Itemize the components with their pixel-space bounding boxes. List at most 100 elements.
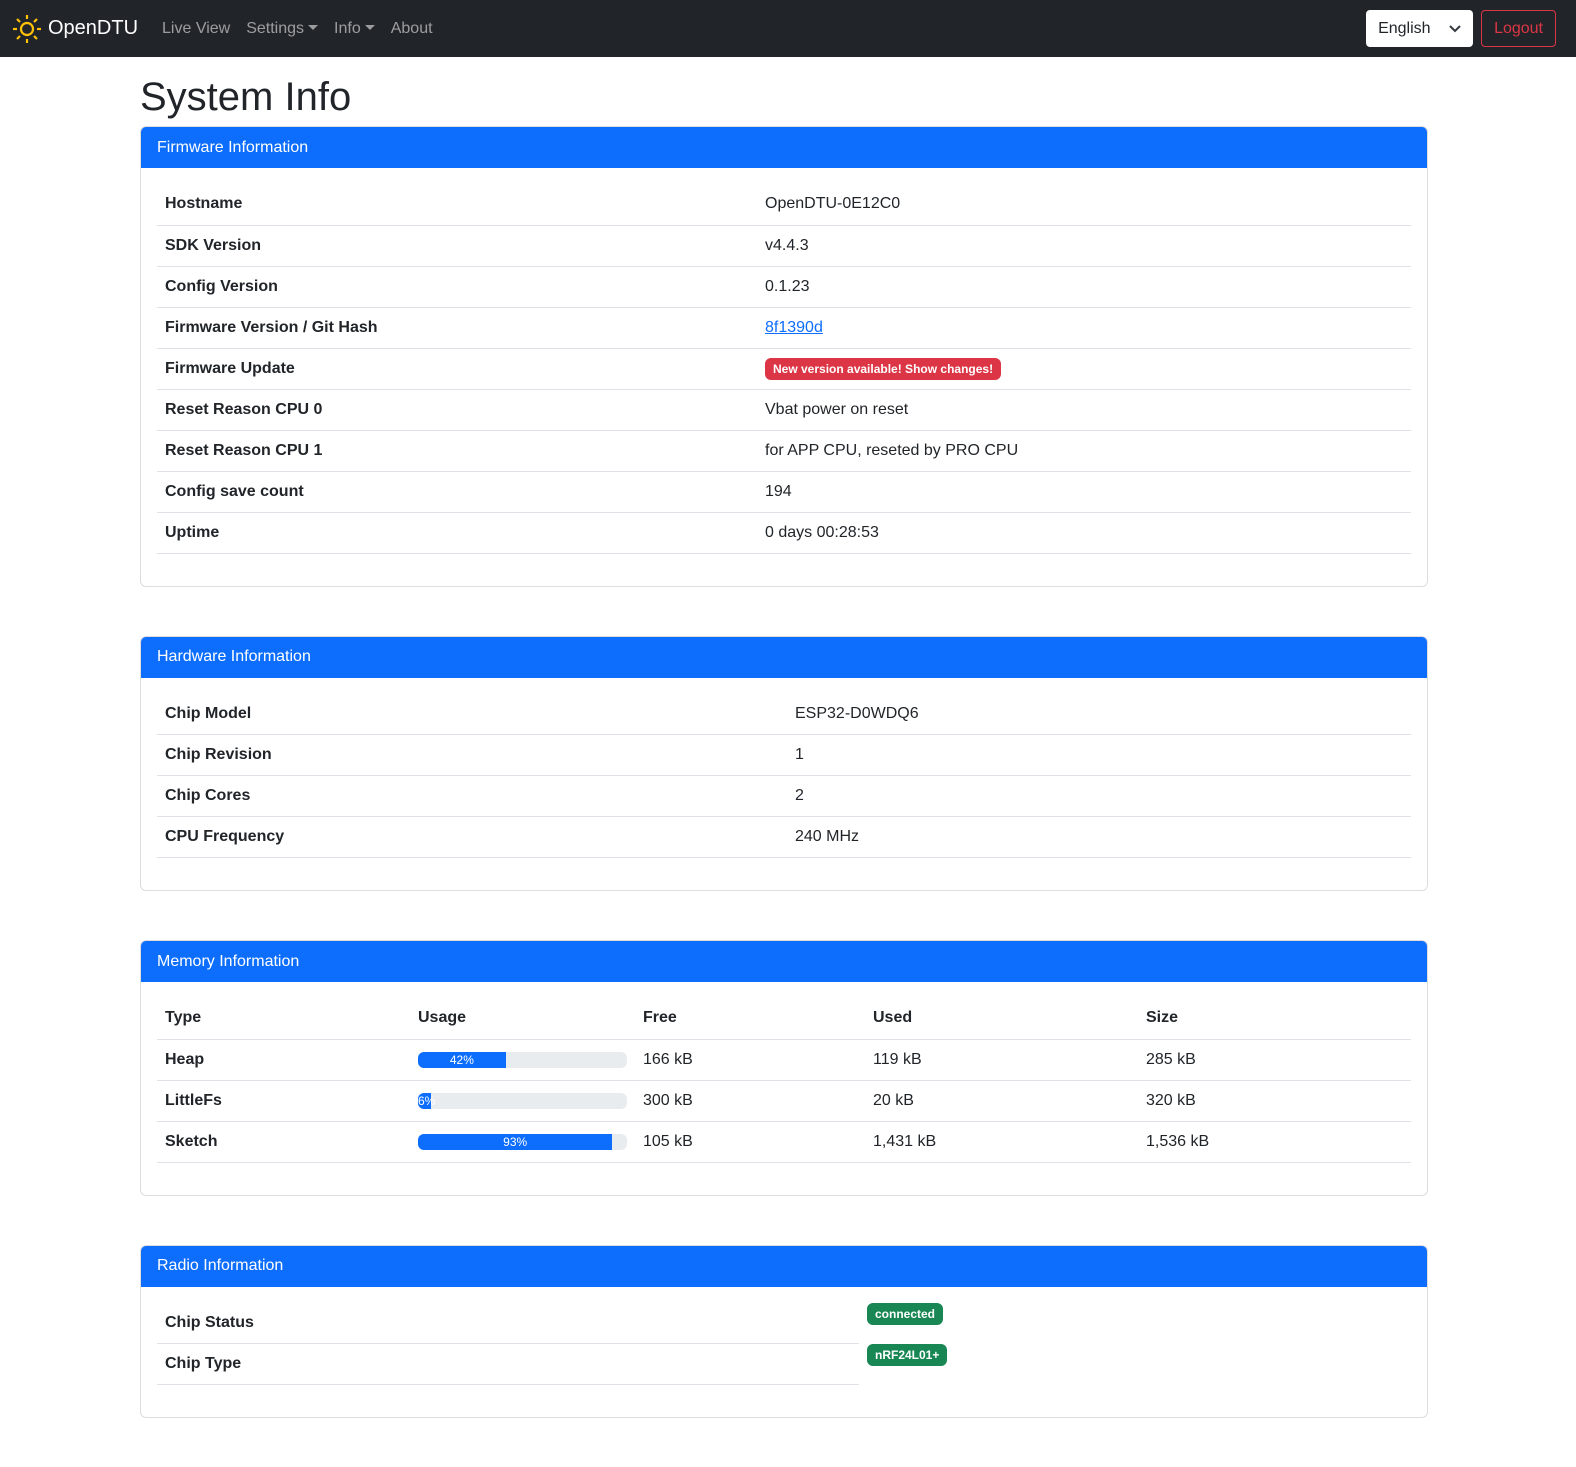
value-text: ESP32-D0WDQ6 [795,704,919,722]
row-value: 8f1390d [757,307,1411,349]
row-value: ESP32-D0WDQ6 [787,693,1411,735]
value-text: 194 [765,482,792,500]
memory-row: Heap 42% 166 kB 119 kB 285 kB [157,1039,1411,1081]
row-label: Chip Status [157,1302,859,1344]
row-label: SDK Version [157,225,757,267]
caret-down-icon [364,24,375,30]
value-text: OpenDTU-0E12C0 [765,195,901,213]
firmware-card: Firmware Information Hostname OpenDTU-0E1… [140,126,1428,587]
table-row: Config Version 0.1.23 [157,266,1411,308]
row-value: 194 [757,471,1411,513]
chip-status-badge: connected [867,1302,944,1325]
memory-type: LittleFs [157,1080,410,1122]
memory-row: LittleFs 6% 300 kB 20 kB 320 kB [157,1080,1411,1122]
nav-live-view[interactable]: Live View [162,19,231,37]
row-label: Uptime [157,512,757,554]
column-header: Type [157,998,410,1040]
row-label: Chip Revision [157,734,787,776]
language-value: English [1378,19,1431,37]
memory-used: 1,431 kB [865,1121,1138,1163]
column-header: Used [865,998,1138,1040]
radio-card: Radio Information Chip Status connected Ch… [140,1244,1428,1418]
table-row: SDK Version v4.4.3 [157,225,1411,267]
row-label: Chip Model [157,693,787,735]
card-header: Hardware Information [141,636,1427,678]
memory-card: Memory Information Type Usage Free Used … [140,940,1428,1196]
nav-info-label: Info [334,19,361,37]
memory-free: 166 kB [635,1039,865,1081]
memory-size: 285 kB [1138,1039,1411,1081]
value-text: Vbat power on reset [765,400,909,418]
memory-free: 105 kB [635,1121,865,1163]
nav-settings-label: Settings [246,19,305,37]
table-row: Chip Type nRF24L01+ [157,1343,1411,1385]
value-text: 2 [795,787,804,804]
hardware-card: Hardware Information Chip Model ESP32-D0W… [140,635,1428,891]
memory-type: Sketch [157,1121,410,1163]
row-label: CPU Frequency [157,816,787,858]
value-text: 1 [795,746,804,763]
memory-size: 1,536 kB [1138,1121,1411,1163]
row-label: Config save count [157,471,757,513]
table-row: CPU Frequency 240 MHz [157,816,1411,858]
value-text: 0 days 00:28:53 [765,523,879,541]
memory-used: 119 kB [865,1039,1138,1081]
caret-down-icon [308,24,319,30]
value-text: for APP CPU, reseted by PRO CPU [765,441,1019,459]
nav-about[interactable]: About [390,19,433,37]
row-value: 240 MHz [787,816,1411,858]
row-value: New version available! Show changes! [757,348,1411,390]
value-text: 0.1.23 [765,277,810,295]
nav-settings[interactable]: Settings [246,19,319,38]
column-header: Usage [410,998,635,1040]
usage-bar: 93% [418,1133,613,1150]
memory-used: 20 kB [865,1080,1138,1122]
row-label: Config Version [157,266,757,308]
navbar: OpenDTU Live View Settings Info About En… [0,0,1576,57]
card-header: Radio Information [141,1245,1427,1287]
usage-progress: 42% [418,1051,627,1068]
card-header: Firmware Information [141,127,1427,168]
row-value: Vbat power on reset [757,389,1411,431]
row-label: Chip Type [157,1343,859,1385]
row-value: 0 days 00:28:53 [757,512,1411,554]
nav-info[interactable]: Info [334,20,375,38]
update-available-badge[interactable]: New version available! Show changes! [765,357,1002,380]
value-text: v4.4.3 [765,236,809,254]
table-row: Uptime 0 days 00:28:53 [157,512,1411,554]
row-label: Hostname [157,184,757,226]
language-select[interactable]: English [1366,10,1474,47]
usage-progress: 93% [418,1133,627,1150]
chip-type-badge: nRF24L01+ [867,1343,948,1366]
chevron-down-icon [1449,24,1461,32]
column-header: Size [1138,998,1411,1040]
column-header: Free [635,998,865,1040]
git-hash-link[interactable]: 8f1390d [765,318,823,336]
value-text: 240 MHz [795,828,860,845]
table-row: Firmware Version / Git Hash 8f1390d [157,307,1411,349]
row-value: 2 [787,775,1411,817]
usage-progress: 6% [418,1092,627,1109]
row-label: Chip Cores [157,775,787,817]
brand-name: OpenDTU [48,17,139,39]
row-value: nRF24L01+ [859,1343,1411,1385]
row-value: 1 [787,734,1411,776]
table-row: Config save count 194 [157,471,1411,513]
logout-button[interactable]: Logout [1481,10,1556,47]
page-title: System Info [140,75,352,119]
table-row: Chip Status connected [157,1302,1411,1344]
row-value: v4.4.3 [757,225,1411,267]
memory-free: 300 kB [635,1080,865,1122]
brand-link[interactable]: OpenDTU [12,14,138,44]
row-value: OpenDTU-0E12C0 [757,184,1411,226]
memory-size: 320 kB [1138,1080,1411,1122]
card-header: Memory Information [141,941,1427,982]
sun-icon [13,14,41,43]
table-row: Chip Model ESP32-D0WDQ6 [157,693,1411,735]
row-value: for APP CPU, reseted by PRO CPU [757,430,1411,472]
table-row: Reset Reason CPU 1 for APP CPU, reseted b… [157,430,1411,472]
row-label: Reset Reason CPU 0 [157,389,757,431]
usage-cell: 93% [410,1121,635,1163]
row-label: Firmware Update [157,348,757,390]
memory-type: Heap [157,1039,410,1081]
